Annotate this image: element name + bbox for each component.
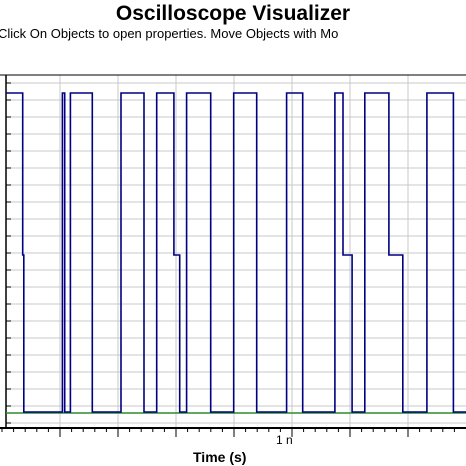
- instruction-text: Click On Objects to open properties. Mov…: [0, 26, 339, 41]
- axis-lines: [0, 74, 466, 437]
- signal-waveform[interactable]: [6, 92, 466, 413]
- x-tick-label: 1 n: [276, 433, 293, 447]
- page-title: Oscilloscope Visualizer: [115, 2, 351, 25]
- signal-trace[interactable]: [6, 92, 466, 414]
- x-axis-title: Time (s): [193, 449, 247, 465]
- grid-lines: [6, 75, 466, 428]
